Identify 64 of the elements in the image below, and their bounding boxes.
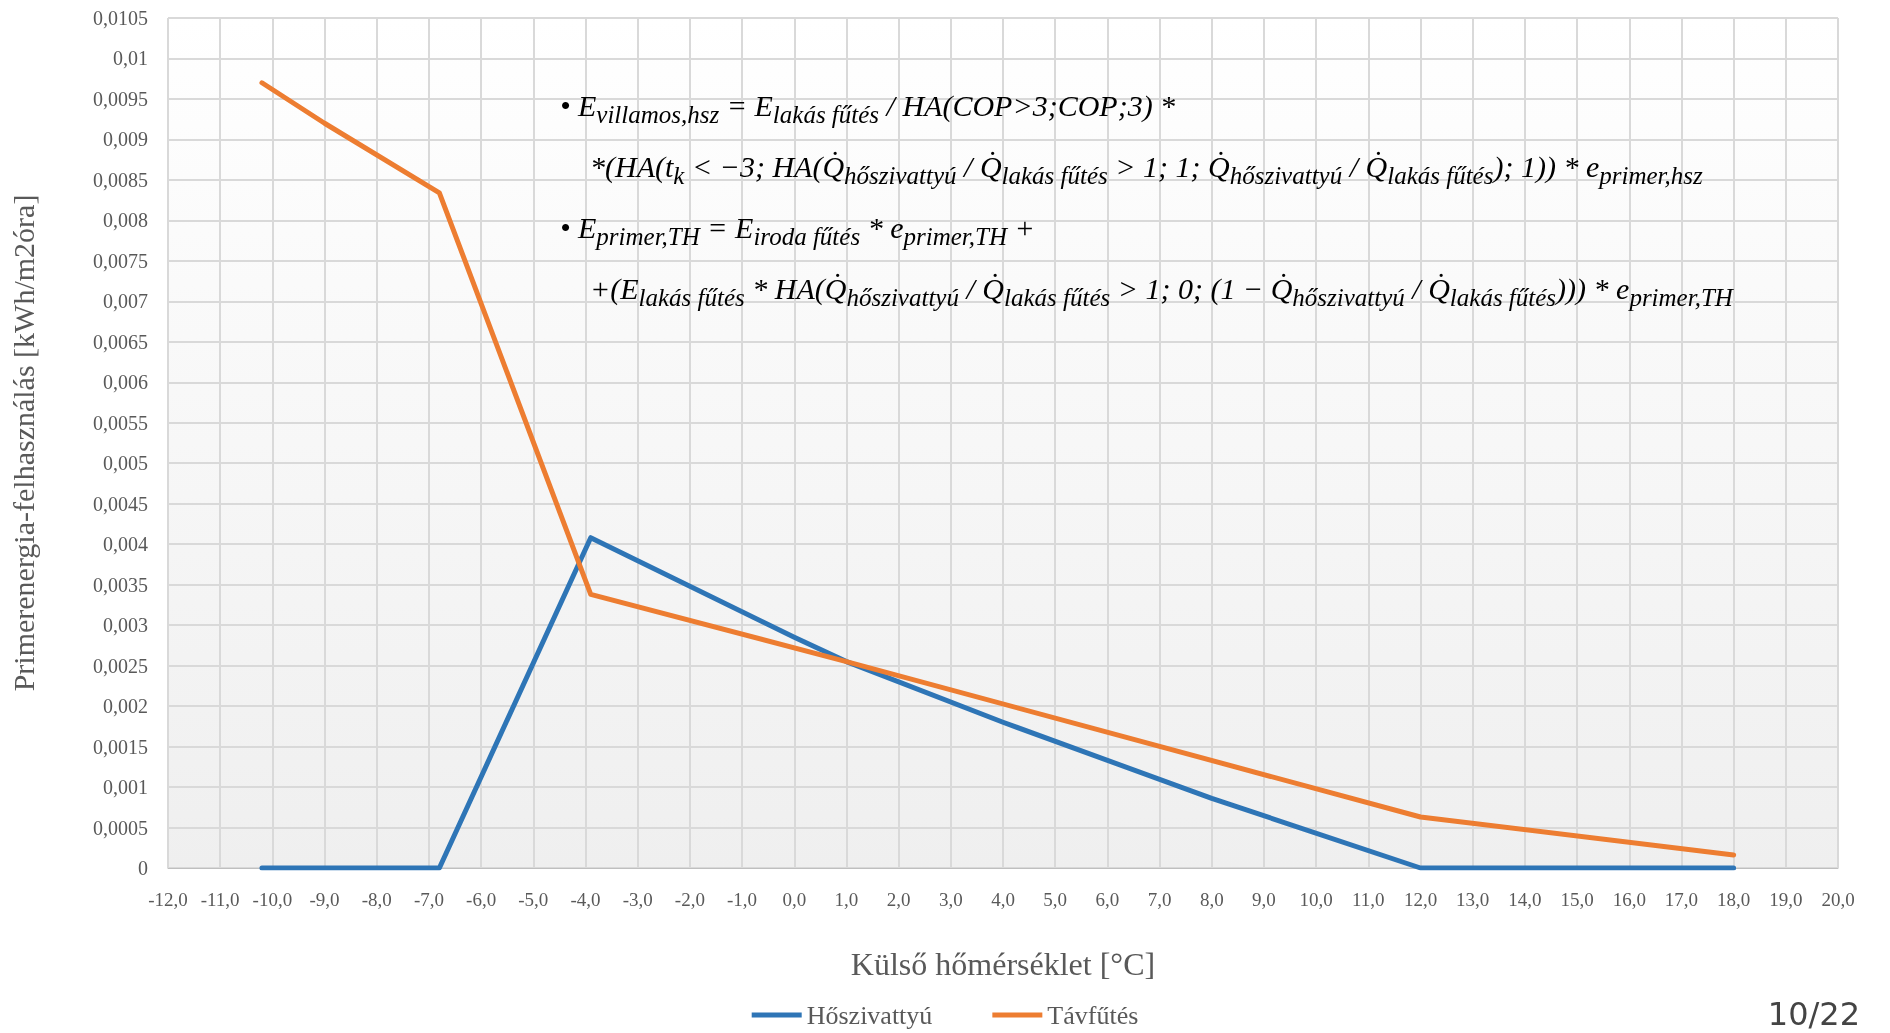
- x-tick-label: 11,0: [1352, 889, 1385, 910]
- y-tick-label: 0,0095: [93, 87, 148, 110]
- y-tick-label: 0,0085: [93, 168, 148, 191]
- y-tick-label: 0,002: [103, 695, 148, 718]
- annotation: • E$_{villamos,hsz}$ = E$_{lakás fűtés}$ / HA(COP>3;COP;3) *: [560, 88, 1177, 130]
- x-tick-label: 1,0: [834, 889, 859, 910]
- y-tick-label: 0,009: [103, 128, 148, 151]
- x-tick-label: -10,0: [252, 889, 293, 910]
- y-tick-label: 0,0105: [93, 7, 148, 29]
- text: 10/22: [1767, 995, 1860, 1033]
- y-tick-label: 0,003: [103, 614, 148, 637]
- x-tick-label: 10,0: [1299, 889, 1333, 910]
- annotation: • E$_{primer,TH}$ = E$_{iroda fűtés}$ * e$_{primer,TH}$ +: [560, 210, 1036, 252]
- text: +(E$_{lakás fűtés}$ * HA(Q̇$_{hőszivattyú}$ / Q̇$_{lakás fűtés}$ > 1; 0; (1 − Q̇$_{hőszivattyú}$ / Q̇$_{lakás fűtés}$))) * e$_{primer,TH}$: [590, 272, 1733, 311]
- x-tick-label: 19,0: [1769, 889, 1803, 910]
- text: *(HA(t$_{k}$ < −3; HA(Q̇$_{hőszivattyú}$ / Q̇$_{lakás fűtés}$ > 1; 1; Q̇$_{hőszivattyú}$ / Q̇$_{lakás fűtés}$); 1)) * e$_{primer,hsz}$: [590, 150, 1703, 189]
- y-tick-label: 0,0015: [93, 735, 148, 758]
- x-tick-label: 2,0: [886, 889, 911, 910]
- legend-label: Hőszivattyú: [806, 1000, 933, 1030]
- x-tick-label: -7,0: [413, 889, 444, 910]
- x-tick-label: -11,0: [200, 889, 240, 910]
- x-tick-label: -9,0: [309, 889, 340, 910]
- y-tick-label: 0: [138, 857, 148, 879]
- x-tick-label: 20,0: [1821, 889, 1855, 910]
- y-tick-label: 0,005: [103, 452, 148, 475]
- x-tick-label: 15,0: [1560, 889, 1594, 910]
- x-tick-label: 12,0: [1403, 889, 1438, 910]
- y-tick-label: 0,007: [103, 290, 148, 313]
- y-tick-label: 0,0065: [93, 330, 148, 353]
- x-tick-label: 18,0: [1717, 889, 1751, 910]
- x-axis-title: Külső hőmérséklet [°C]: [850, 946, 1156, 982]
- y-tick-label: 0,004: [103, 533, 148, 556]
- y-tick-label: 0,008: [103, 209, 148, 232]
- y-tick-label: 0,0025: [93, 654, 148, 677]
- y-tick-label: 0,0055: [93, 411, 148, 434]
- x-tick-label: 17,0: [1664, 889, 1699, 910]
- x-tick-label: -1,0: [727, 889, 758, 910]
- x-tick-label: -12,0: [148, 889, 188, 910]
- x-tick-label: 5,0: [1043, 889, 1068, 910]
- x-tick-label: -6,0: [466, 889, 497, 910]
- y-tick-label: 0,001: [103, 776, 148, 799]
- y-axis-title: Primerenergia-felhasználás [kWh/m2óra]: [6, 194, 40, 692]
- x-tick-label: 7,0: [1147, 889, 1172, 910]
- x-tick-label: -5,0: [518, 889, 549, 910]
- x-tick-label: 14,0: [1508, 889, 1542, 910]
- x-tick-label: -4,0: [570, 889, 601, 910]
- x-tick-label: 8,0: [1199, 889, 1224, 910]
- x-tick-label: 9,0: [1252, 889, 1276, 910]
- legend-label: Távfűtés: [1047, 1000, 1139, 1030]
- x-tick-label: 16,0: [1612, 889, 1646, 910]
- x-tick-label: -3,0: [622, 889, 653, 910]
- x-tick-label: 3,0: [938, 889, 963, 910]
- y-tick-label: 0,0035: [93, 573, 148, 596]
- y-tick-label: 0,0005: [93, 816, 148, 839]
- x-tick-label: 0,0: [782, 889, 807, 910]
- x-tick-label: -2,0: [674, 889, 705, 910]
- x-tick-label: 4,0: [991, 889, 1015, 910]
- y-tick-label: 0,006: [103, 371, 148, 394]
- x-tick-label: 6,0: [1095, 889, 1120, 910]
- x-tick-label: -8,0: [361, 889, 392, 910]
- y-tick-label: 0,0045: [93, 492, 148, 515]
- y-tick-label: 0,0075: [93, 249, 148, 272]
- x-tick-label: 13,0: [1456, 889, 1490, 910]
- y-tick-label: 0,01: [113, 47, 148, 70]
